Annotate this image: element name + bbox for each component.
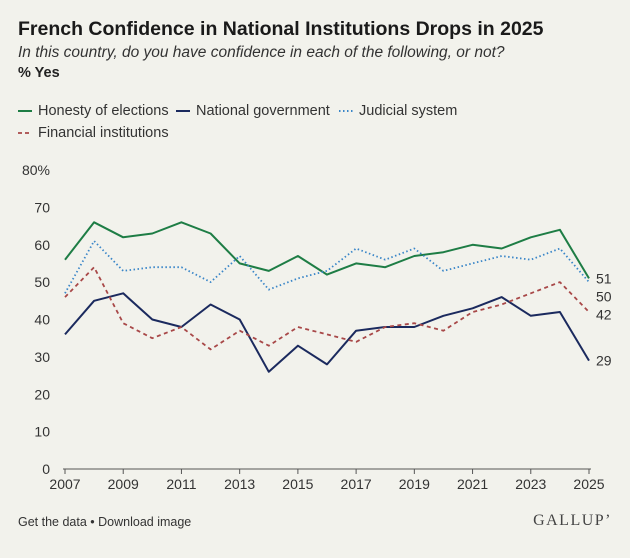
- download-image-link[interactable]: Download image: [98, 515, 192, 529]
- unit-label: % Yes: [18, 65, 60, 81]
- y-tick-label: 40: [34, 312, 50, 328]
- series-line-judicial-system: [64, 240, 590, 294]
- y-tick-label: 60: [34, 237, 50, 253]
- get-the-data-link[interactable]: Get the data: [18, 515, 87, 529]
- y-tick-label: 10: [34, 424, 50, 440]
- y-tick-label: 50: [34, 274, 50, 290]
- y-tick-label: 0: [42, 461, 50, 477]
- series-line-financial-institutions: [64, 266, 590, 351]
- end-value-label: 42: [596, 306, 612, 322]
- y-tick-label: 20: [34, 386, 50, 402]
- legend-label: Financial institutions: [38, 125, 169, 141]
- legend-item-honesty-of-elections: Honesty of elections: [18, 103, 169, 119]
- series-line-honesty-of-elections: [64, 221, 590, 279]
- series-line-national-government: [64, 292, 590, 373]
- end-value-label: 50: [596, 288, 612, 304]
- x-tick-label: 2021: [457, 476, 488, 492]
- legend-swatch-icon: [18, 132, 32, 134]
- gallup-logo: GALLUP’: [533, 512, 612, 529]
- x-tick-label: 2013: [224, 476, 255, 492]
- x-tick-label: 2009: [108, 476, 139, 492]
- legend-swatch-icon: [18, 110, 32, 112]
- legend-item-financial-institutions: Financial institutions: [18, 125, 169, 141]
- chart-title: French Confidence in National Institutio…: [18, 18, 544, 40]
- legend-label: Honesty of elections: [38, 103, 169, 119]
- y-tick-label: 80%: [22, 162, 50, 178]
- legend-label: Judicial system: [359, 103, 458, 119]
- x-tick-label: 2017: [341, 476, 372, 492]
- line-chart: 0 10 20 30 40 50 60 70 80% 2007 2009 2011 2013 2015 20…: [22, 162, 612, 492]
- x-tick-label: 2007: [49, 476, 80, 492]
- x-tick-label: 2015: [282, 476, 313, 492]
- footer-links: Get the data • Download image: [18, 515, 191, 529]
- chart-subtitle: In this country, do you have confidence …: [18, 44, 505, 61]
- footer-separator: •: [86, 515, 99, 529]
- legend-swatch-icon: [176, 110, 190, 112]
- y-tick-label: 70: [34, 199, 50, 215]
- legend-item-national-government: National government: [176, 103, 330, 119]
- end-value-label: 29: [596, 353, 612, 369]
- x-tick-label: 2019: [399, 476, 430, 492]
- x-tick-label: 2025: [573, 476, 604, 492]
- end-value-label: 51: [596, 270, 612, 286]
- x-tick-label: 2011: [166, 476, 196, 492]
- legend-label: National government: [196, 103, 330, 119]
- legend-item-judicial-system: Judicial system: [339, 103, 457, 119]
- x-tick-label: 2023: [515, 476, 546, 492]
- y-tick-label: 30: [34, 349, 50, 365]
